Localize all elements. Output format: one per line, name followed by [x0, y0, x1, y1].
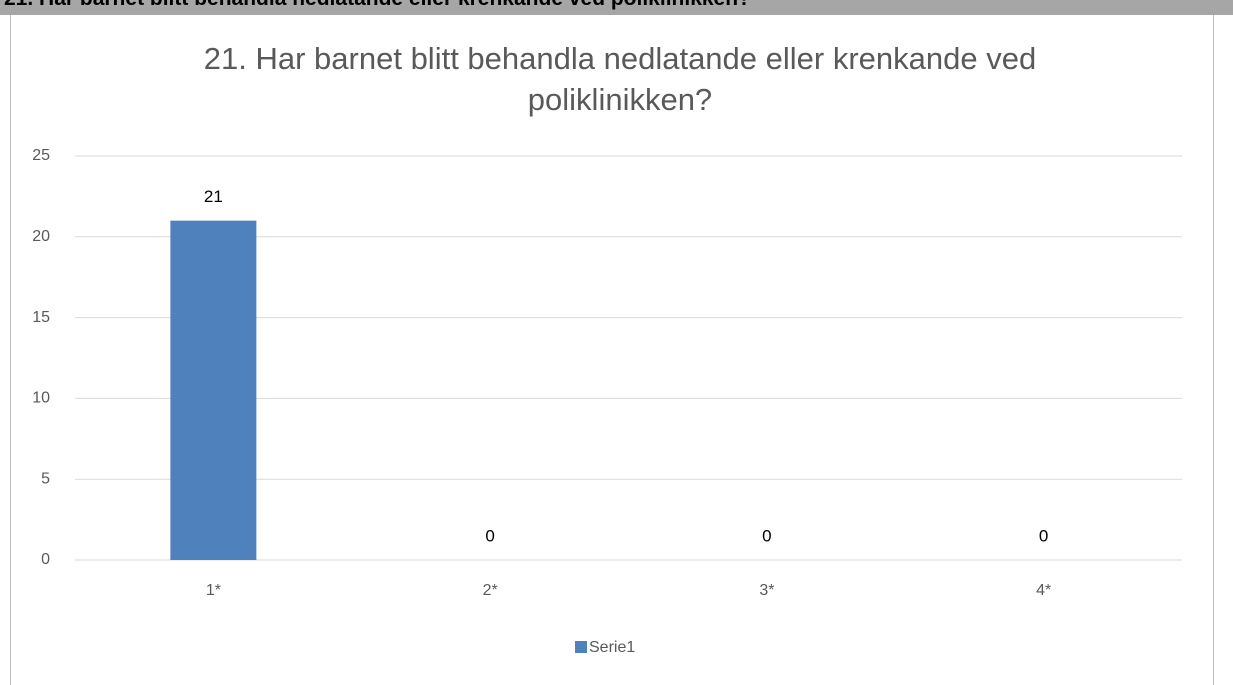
- value-label: 21: [204, 187, 223, 206]
- bar: [170, 220, 257, 560]
- chart-title: 21. Har barnet blitt behandla nedlatande…: [203, 41, 1037, 117]
- y-tick-label: 5: [41, 470, 50, 487]
- x-tick-label: 3*: [759, 582, 774, 599]
- y-tick-label: 10: [32, 390, 50, 407]
- legend-swatch: [575, 641, 587, 653]
- value-label: 0: [1039, 526, 1048, 545]
- y-tick-label: 25: [32, 147, 50, 164]
- legend-label: Serie1: [589, 639, 635, 656]
- y-tick-label: 20: [32, 228, 50, 245]
- header-band: 21. Har barnet blitt behandla nedlatande…: [0, 0, 1233, 15]
- heading: 21. Har barnet blitt behandla nedlatande…: [4, 0, 751, 11]
- value-label: 0: [485, 526, 494, 545]
- value-label: 0: [762, 526, 771, 545]
- x-tick-label: 2*: [483, 582, 498, 599]
- x-tick-label: 1*: [206, 582, 221, 599]
- y-tick-label: 15: [32, 309, 50, 326]
- y-tick-label: 0: [41, 551, 50, 568]
- chart-frame: [10, 15, 1214, 685]
- x-tick-label: 4*: [1036, 582, 1051, 599]
